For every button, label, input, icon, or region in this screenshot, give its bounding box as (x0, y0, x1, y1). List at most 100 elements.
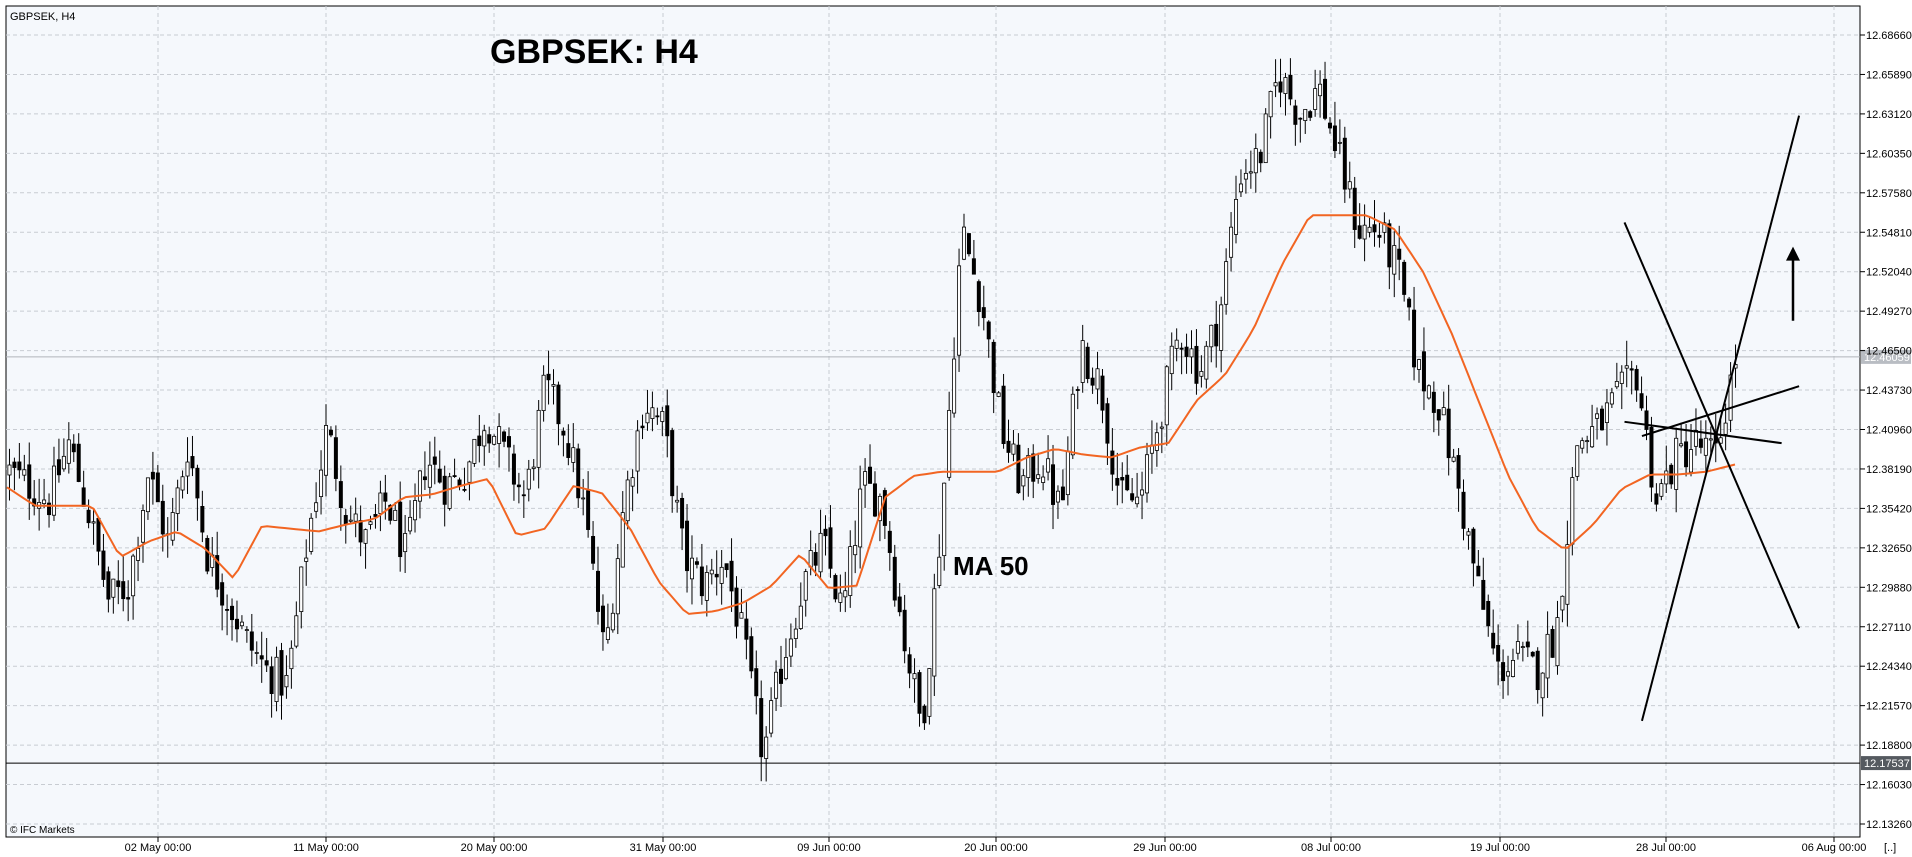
candle-body (42, 499, 47, 505)
candle-body (1303, 108, 1308, 121)
candle-body (353, 513, 358, 522)
candle-body (971, 258, 976, 275)
candle-body (1664, 470, 1669, 485)
candle-body (185, 461, 190, 477)
candle-body (1644, 410, 1649, 430)
y-tick-label: 12.40960 (1866, 425, 1912, 437)
candle-body (521, 494, 526, 497)
candle-body (942, 482, 947, 557)
y-tick-label: 12.46500 (1866, 346, 1912, 358)
candle-body (1204, 345, 1209, 380)
candle-body (1031, 453, 1036, 482)
candle-body (1258, 151, 1263, 164)
candle-body (1199, 371, 1204, 377)
candle-body (76, 443, 81, 482)
candle-body (1520, 646, 1525, 648)
candle-body (961, 226, 966, 260)
candle-body (1214, 323, 1219, 347)
candle-body (625, 479, 630, 522)
candle-body (1055, 490, 1060, 503)
candle-body (358, 520, 363, 543)
candle-body (1219, 304, 1224, 351)
candle-body (403, 533, 408, 553)
candle-body (472, 438, 477, 464)
candle-body (1313, 88, 1318, 110)
candle-body (1679, 443, 1684, 447)
candle-body (1253, 148, 1258, 174)
candle-body (141, 510, 146, 543)
candle-body (675, 499, 680, 503)
candle-body (749, 636, 754, 672)
candle-body (254, 652, 259, 654)
candle-body (1525, 641, 1530, 648)
candle-body (922, 705, 927, 724)
candle-body (1070, 393, 1075, 456)
candle-body (685, 520, 690, 572)
candle-body (323, 425, 328, 476)
candle-body (244, 629, 249, 631)
candle-body (863, 471, 868, 486)
candle-body (996, 392, 1001, 397)
candle-body (200, 506, 205, 533)
candle-body (447, 476, 452, 509)
candle-body (536, 409, 541, 468)
candle-body (1342, 137, 1347, 190)
candle-body (61, 455, 66, 470)
candle-body (966, 233, 971, 255)
plot-area (5, 5, 1861, 838)
symbol-label: GBPSEK, H4 (10, 11, 75, 23)
candle-body (986, 321, 991, 340)
x-tick-label: 29 Jun 00:00 (1133, 842, 1197, 854)
candle-body (1382, 222, 1387, 233)
candle-body (51, 465, 56, 516)
candle-body (952, 358, 957, 414)
candle-body (660, 411, 665, 422)
candle-body (1194, 345, 1199, 384)
candle-body (1021, 475, 1026, 487)
candle-body (437, 468, 442, 483)
candle-body (655, 415, 660, 418)
candle-body (1080, 340, 1085, 383)
candle-body (635, 430, 640, 472)
candle-body (150, 471, 155, 480)
x-tick-label: 11 May 00:00 (293, 842, 359, 854)
candle-body (338, 481, 343, 509)
candle-body (779, 668, 784, 684)
candle-body (180, 476, 185, 491)
candle-body (551, 384, 556, 387)
candle-body (502, 431, 507, 442)
up-arrow-icon (1786, 246, 1800, 321)
candle-body (497, 426, 502, 444)
candle-body (417, 470, 422, 502)
candle-body (467, 461, 472, 483)
candle-body (1362, 224, 1367, 240)
candle-body (27, 464, 32, 499)
candle-body (1372, 224, 1377, 233)
candle-body (882, 490, 887, 526)
candle-body (610, 612, 615, 631)
candle-body (1046, 458, 1051, 473)
candle-body (160, 500, 165, 535)
candle-body (1120, 476, 1125, 481)
candle-body (1060, 486, 1065, 501)
candle-body (1481, 579, 1486, 610)
arrow-head (1786, 246, 1800, 261)
candle-body (937, 556, 942, 586)
x-tick-label: 19 Jul 00:00 (1470, 842, 1530, 854)
candle-body (32, 498, 37, 507)
candle-body (131, 555, 136, 597)
candle-body (1560, 595, 1565, 611)
candle-body (121, 581, 126, 600)
candle-body (744, 618, 749, 640)
candle-body (531, 466, 536, 469)
candle-body (126, 597, 131, 600)
candle-body (1243, 172, 1248, 180)
candle-body (56, 459, 61, 476)
ma-line (6, 214, 1736, 615)
ma-label: MA 50 (953, 551, 1029, 581)
candle-body (1323, 78, 1328, 119)
y-tick-label: 12.35420 (1866, 503, 1912, 515)
candle-body (1263, 113, 1268, 164)
candle-body (694, 561, 699, 565)
candle-body (1392, 245, 1397, 275)
